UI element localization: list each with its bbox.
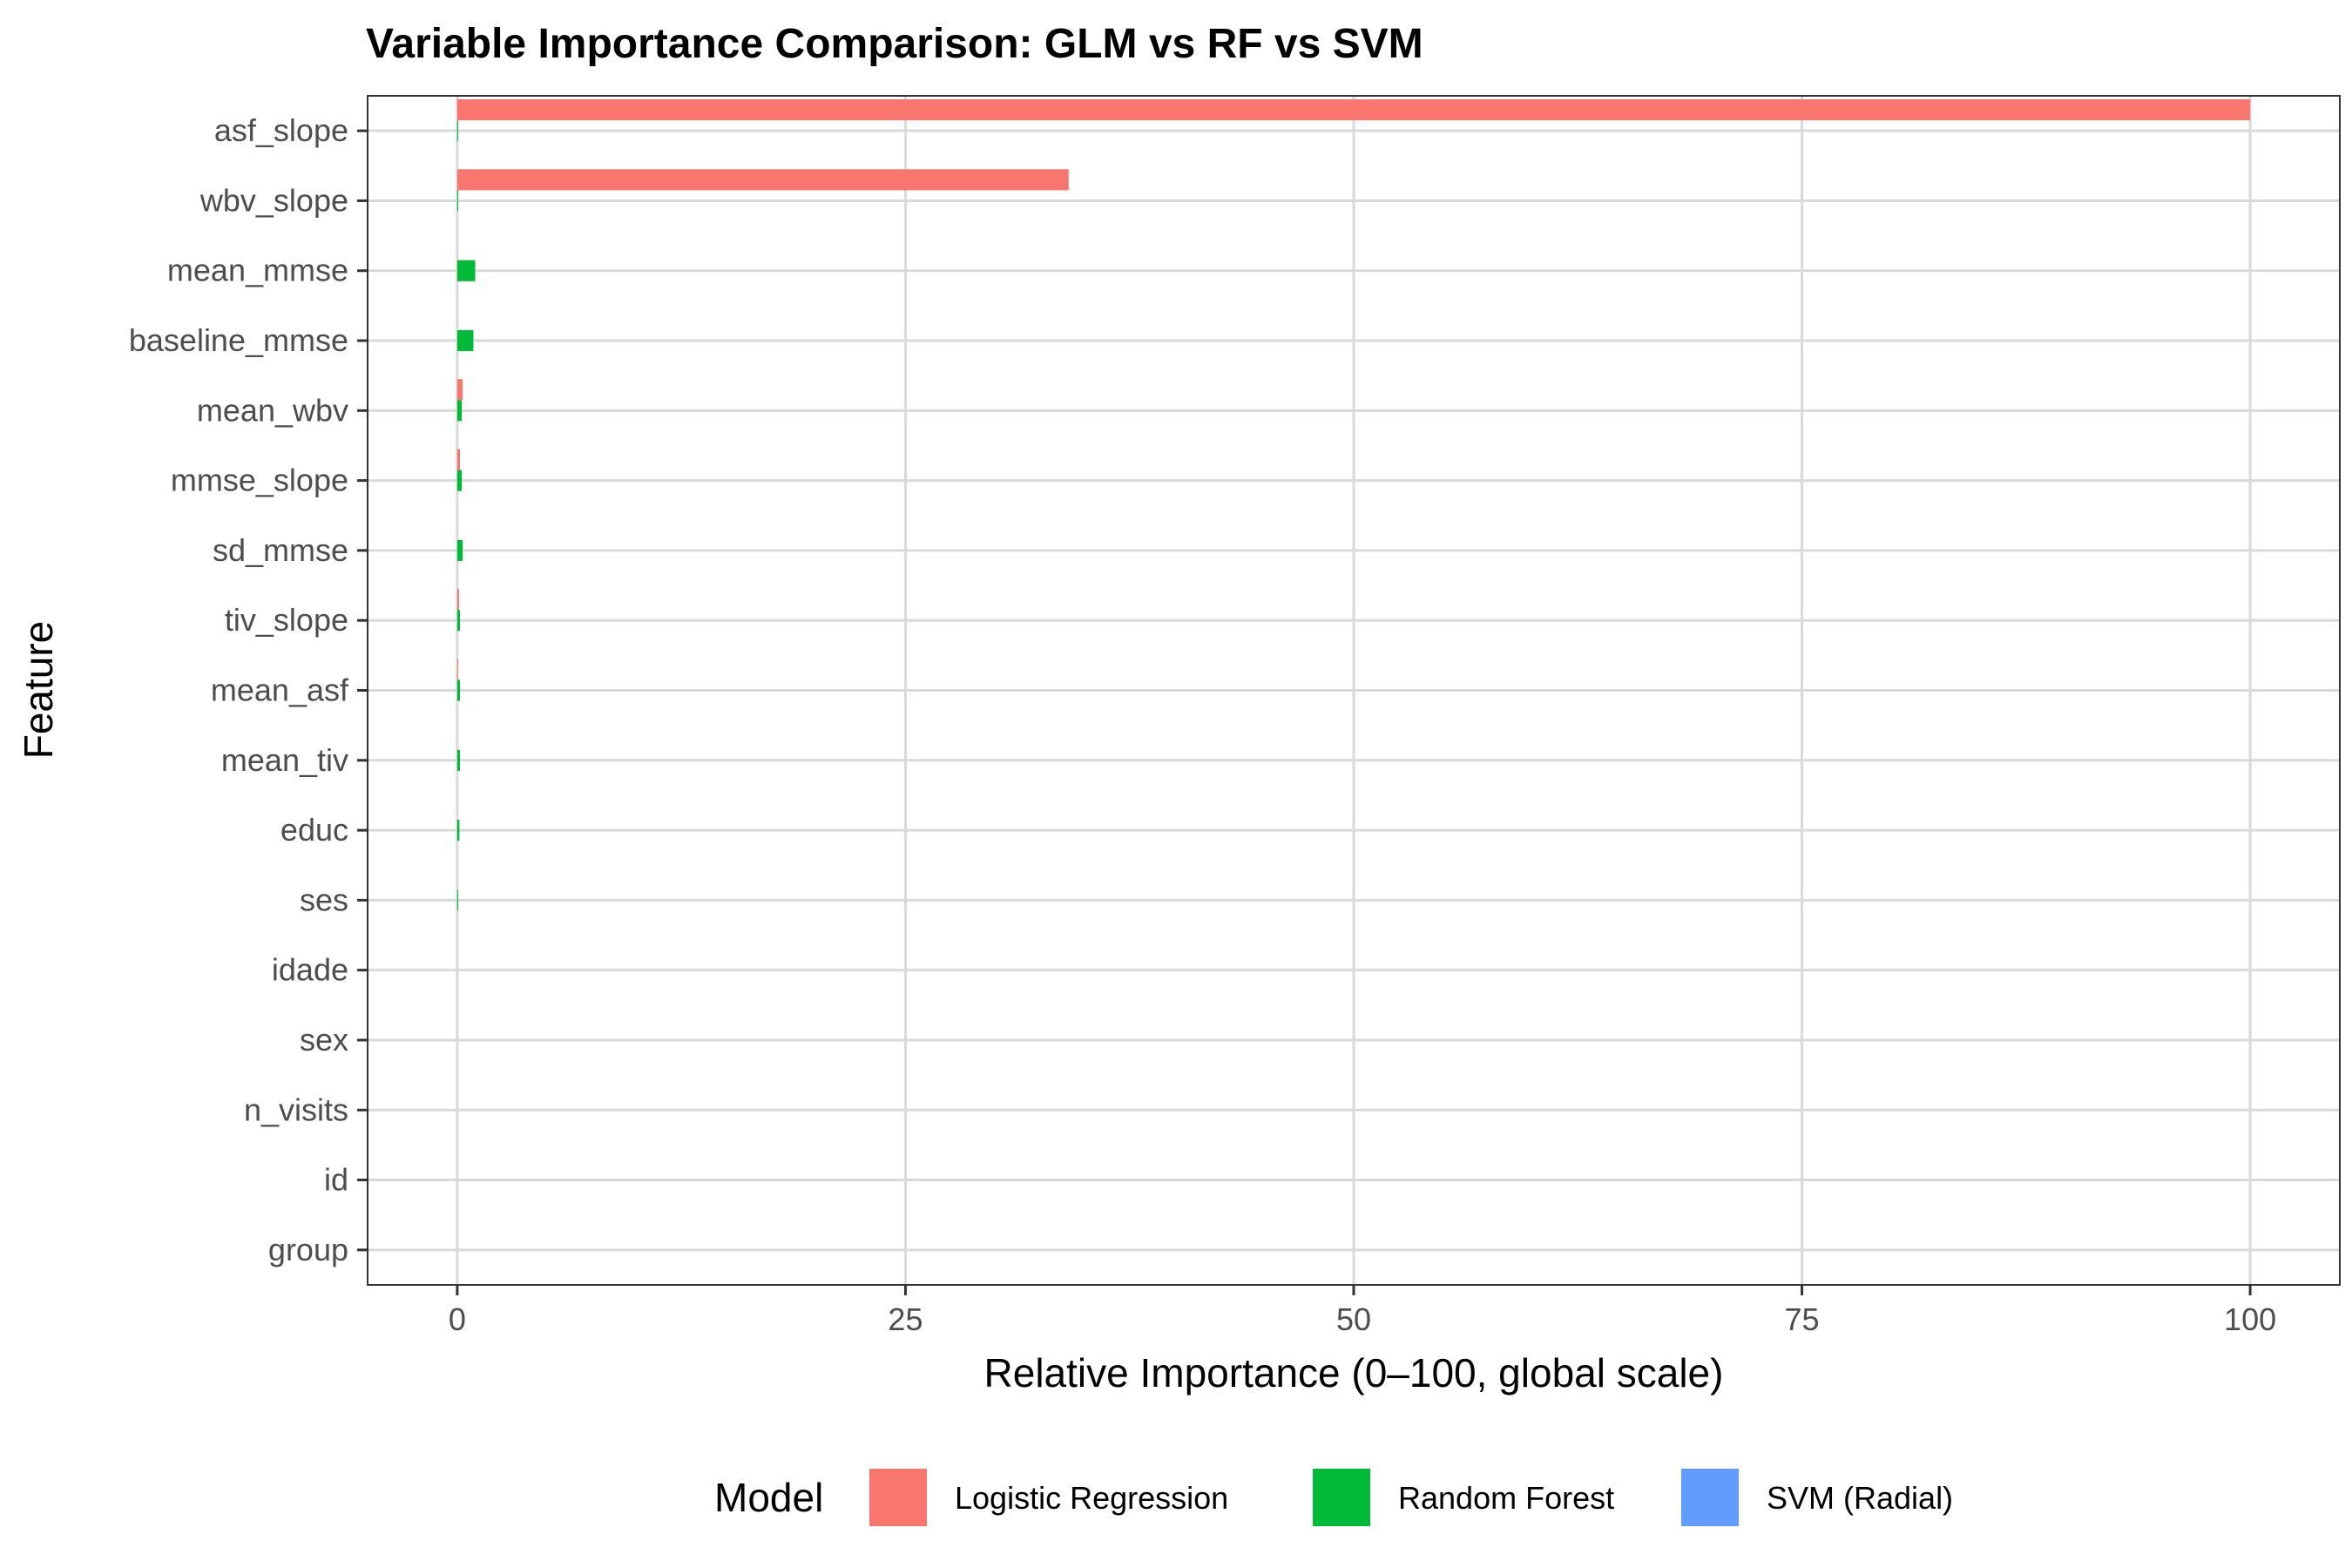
y-tick-label: mean_tiv — [221, 742, 348, 778]
legend-key — [1313, 1469, 1370, 1526]
bar — [456, 329, 474, 352]
y-tick-label: mean_mmse — [167, 253, 348, 288]
legend-title: Model — [714, 1475, 823, 1520]
axes: asf_slope wbv_slope mean_mmse baseline_mmse… — [129, 112, 2276, 1337]
y-tick-label: ses — [300, 882, 348, 917]
y-tick-label: asf_slope — [214, 112, 348, 148]
bar — [456, 539, 463, 561]
x-tick-label: 100 — [2224, 1301, 2276, 1337]
y-tick-label: sex — [300, 1022, 348, 1058]
bar — [456, 659, 458, 680]
bar — [456, 470, 463, 491]
y-tick-label: tiv_slope — [225, 602, 348, 638]
y-tick-label: mmse_slope — [171, 463, 348, 498]
legend-key — [1681, 1469, 1739, 1526]
y-axis-title: Feature — [16, 621, 61, 760]
bar — [456, 589, 459, 611]
bar — [456, 99, 2251, 121]
y-tick-label: n_visits — [244, 1092, 348, 1127]
bar — [456, 169, 1069, 191]
chart-title: Variable Importance Comparison: GLM vs R… — [366, 21, 1423, 67]
x-tick-label: 75 — [1785, 1301, 1820, 1337]
x-tick-label: 25 — [888, 1301, 923, 1337]
legend-label: Random Forest — [1398, 1480, 1614, 1516]
bar — [456, 379, 463, 401]
bar — [456, 449, 460, 470]
x-tick-label: 50 — [1336, 1301, 1371, 1337]
y-tick-label: mean_wbv — [197, 392, 348, 428]
bar — [456, 889, 458, 911]
y-tick-label: baseline_mmse — [129, 322, 348, 358]
y-tick-label: educ — [280, 812, 348, 848]
y-tick-label: wbv_slope — [199, 182, 348, 218]
legend: Model Logistic Regression Random Forest SV… — [714, 1469, 1953, 1526]
legend-key — [869, 1469, 927, 1526]
bar — [456, 610, 460, 632]
bar — [456, 679, 460, 701]
y-tick-label: sd_mmse — [213, 532, 348, 568]
grid-lines — [368, 96, 2340, 1285]
x-tick-label: 0 — [449, 1301, 466, 1337]
y-tick-label: idade — [272, 952, 348, 988]
bar — [456, 260, 476, 281]
bars — [456, 99, 2251, 911]
y-tick-label: group — [268, 1232, 348, 1267]
x-axis-title: Relative Importance (0–100, global scale… — [984, 1350, 1724, 1396]
y-tick-label: id — [324, 1162, 348, 1198]
legend-label: SVM (Radial) — [1767, 1480, 1953, 1516]
bar — [456, 400, 463, 422]
legend-label: Logistic Regression — [955, 1480, 1228, 1516]
bar — [456, 820, 460, 841]
bar — [456, 120, 458, 142]
y-tick-label: mean_asf — [211, 672, 349, 708]
bar — [456, 749, 460, 771]
bar — [456, 190, 458, 212]
